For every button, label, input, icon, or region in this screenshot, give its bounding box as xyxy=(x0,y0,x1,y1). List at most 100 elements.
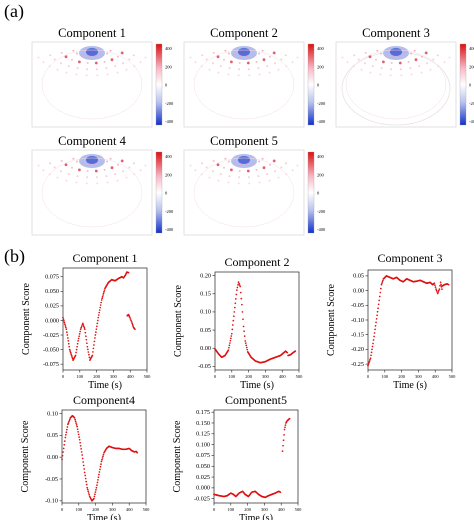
y-tick-label: 0.00 xyxy=(47,454,58,461)
data-point xyxy=(83,468,86,470)
data-point xyxy=(87,490,90,493)
data-point xyxy=(372,342,374,345)
data-point xyxy=(95,325,98,328)
activation-dot xyxy=(413,49,416,52)
data-point xyxy=(281,450,284,452)
data-point xyxy=(100,299,103,301)
activation-dot xyxy=(78,60,81,64)
activation-dot xyxy=(414,58,418,62)
data-point xyxy=(97,316,100,319)
data-point xyxy=(438,288,441,290)
colorbar xyxy=(459,43,467,126)
activation-dot xyxy=(436,54,439,57)
data-point xyxy=(73,417,76,419)
data-point xyxy=(92,351,94,353)
activation-dot xyxy=(72,157,75,160)
activation-dot xyxy=(125,176,128,179)
activation-dot xyxy=(261,49,264,52)
activation-dot xyxy=(201,162,204,165)
data-point xyxy=(102,453,105,456)
colorbar-tick: 200 xyxy=(469,64,474,69)
activation-dot xyxy=(262,166,266,170)
colorbar xyxy=(155,151,163,234)
activation-dot xyxy=(194,169,197,172)
x-tick-label: 0 xyxy=(62,374,65,379)
data-point xyxy=(238,282,240,285)
data-point xyxy=(85,338,88,341)
activation-dot xyxy=(116,179,119,182)
data-point xyxy=(62,451,64,453)
activation-dot xyxy=(369,71,372,74)
activation-dot xyxy=(208,68,211,71)
data-point xyxy=(378,299,381,302)
activation-dot xyxy=(248,74,251,77)
data-point xyxy=(93,344,95,346)
data-point xyxy=(440,283,442,286)
data-point xyxy=(68,348,71,351)
chart-title: Component5 xyxy=(225,393,287,407)
activation-dot xyxy=(238,170,241,172)
y-tick-label: 0.175 xyxy=(196,409,210,416)
data-point xyxy=(62,316,64,319)
data-point xyxy=(67,422,70,424)
activation-dot xyxy=(116,71,119,74)
activation-dot xyxy=(375,58,377,61)
activation-dot xyxy=(216,55,220,59)
data-point xyxy=(294,350,297,352)
data-point xyxy=(65,331,68,333)
data-point xyxy=(85,335,87,338)
y-tick-label: 0.050 xyxy=(196,463,210,470)
score-charts: Component 1-0.075-0.050-0.0250.0000.0250… xyxy=(20,251,456,520)
x-axis-label: Time (s) xyxy=(240,380,274,391)
x-axis-label: Time (s) xyxy=(393,380,427,391)
activation-dot xyxy=(238,68,241,71)
data-point xyxy=(97,314,100,316)
activation-dot xyxy=(296,164,299,167)
activation-dot xyxy=(346,61,349,64)
data-point xyxy=(88,353,90,356)
data-point xyxy=(102,292,105,295)
x-tick-label: 0 xyxy=(214,374,217,379)
activation-dot xyxy=(56,68,59,71)
x-axis-label: Time (s) xyxy=(88,380,122,391)
data-point xyxy=(245,344,248,347)
data-point xyxy=(382,279,384,282)
activation-dot xyxy=(277,68,280,71)
heatmap-title: Component 2 xyxy=(210,26,278,40)
data-point xyxy=(241,303,243,306)
data-point xyxy=(65,431,68,434)
x-tick-label: 400 xyxy=(432,374,440,379)
activation-dot xyxy=(103,168,106,171)
data-point xyxy=(375,317,378,320)
data-point xyxy=(96,481,99,484)
data-point xyxy=(99,465,102,468)
data-point xyxy=(96,484,98,486)
data-point xyxy=(66,334,69,336)
data-point xyxy=(80,325,83,328)
y-axis-label: Component Score xyxy=(21,282,32,354)
activation-dot xyxy=(117,55,119,58)
data-point xyxy=(77,433,80,436)
data-point xyxy=(282,439,285,442)
heatmap-panels: Component 1 400 200 0 -200 -400 Component 2 400… xyxy=(31,26,474,236)
activation-dot xyxy=(208,176,211,179)
activation-dot xyxy=(132,162,135,165)
activation-dot xyxy=(380,67,383,70)
heatmap-3: Component 3 400 200 0 -200 -400 xyxy=(335,26,474,128)
activation-dot xyxy=(122,62,124,65)
data-point xyxy=(75,424,78,426)
activation-dot xyxy=(371,65,374,68)
activation-dot xyxy=(128,166,131,169)
data-point xyxy=(375,321,377,324)
data-point xyxy=(288,417,291,420)
activation-dot xyxy=(86,170,89,172)
data-point xyxy=(435,289,438,292)
data-point xyxy=(279,491,282,494)
colorbar-tick: -200 xyxy=(469,101,474,106)
data-point xyxy=(286,351,289,354)
data-point xyxy=(86,486,89,489)
data-point xyxy=(239,285,242,288)
x-tick-label: 500 xyxy=(143,507,151,512)
chart-4: Component4 -0.10 -0.05 0.00 0.05 0.10 0 100 200 3… xyxy=(20,393,150,520)
data-point xyxy=(369,358,371,361)
